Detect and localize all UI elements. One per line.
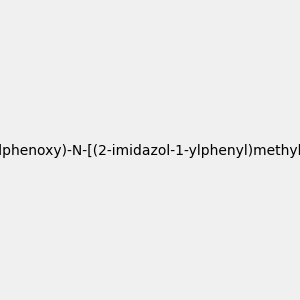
- Text: 2-(3-acetylphenoxy)-N-[(2-imidazol-1-ylphenyl)methyl]acetamide: 2-(3-acetylphenoxy)-N-[(2-imidazol-1-ylp…: [0, 145, 300, 158]
